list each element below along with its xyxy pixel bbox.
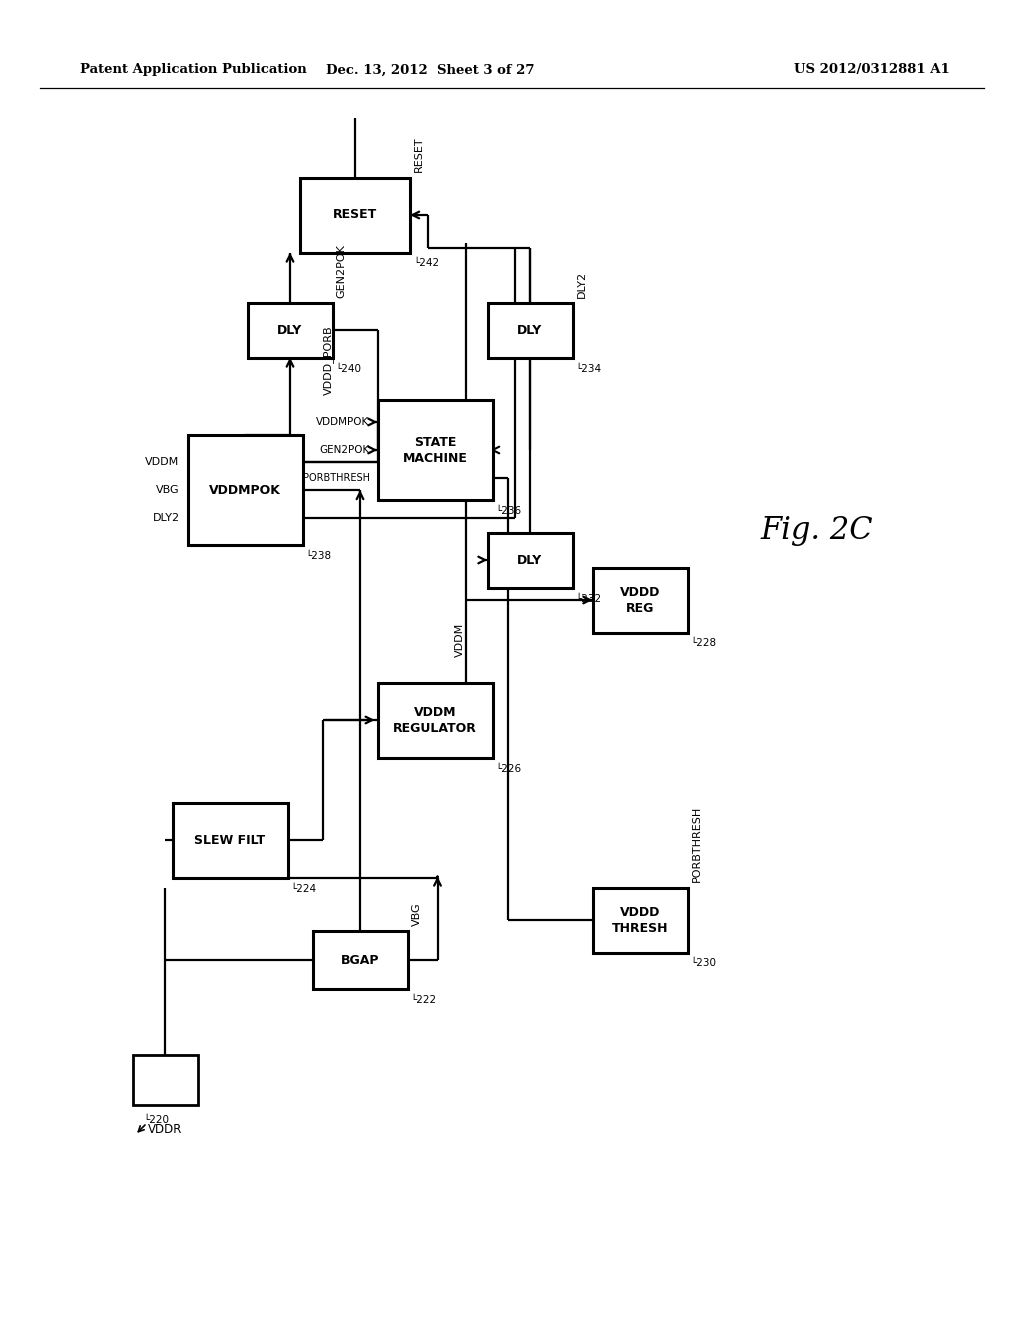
Bar <box>187 436 302 545</box>
Text: └220: └220 <box>143 1115 169 1125</box>
Text: GEN2POK: GEN2POK <box>319 445 370 455</box>
Bar <box>378 400 493 500</box>
Bar <box>487 532 572 587</box>
Text: DLY2: DLY2 <box>153 513 179 523</box>
Text: STATE
MACHINE: STATE MACHINE <box>402 436 467 465</box>
Text: └230: └230 <box>690 958 717 969</box>
Text: └226: └226 <box>496 763 521 774</box>
Text: US 2012/0312881 A1: US 2012/0312881 A1 <box>795 63 950 77</box>
Text: PORBTHRESH: PORBTHRESH <box>302 473 370 483</box>
Text: VDDM: VDDM <box>145 457 179 467</box>
Text: RESET: RESET <box>333 209 377 222</box>
Bar <box>487 302 572 358</box>
Text: Dec. 13, 2012  Sheet 3 of 27: Dec. 13, 2012 Sheet 3 of 27 <box>326 63 535 77</box>
Text: └234: └234 <box>575 363 602 374</box>
Bar <box>312 931 408 989</box>
Bar <box>172 803 288 878</box>
Text: VBG: VBG <box>156 484 179 495</box>
Text: VDDMPOK: VDDMPOK <box>316 417 370 426</box>
Text: └238: └238 <box>305 550 332 561</box>
Text: └222: └222 <box>411 995 436 1005</box>
Text: VDDD_PORB: VDDD_PORB <box>323 325 334 395</box>
Text: └240: └240 <box>336 363 361 374</box>
Text: PORBTHRESH: PORBTHRESH <box>691 807 701 883</box>
Text: GEN2POK: GEN2POK <box>337 244 346 297</box>
Bar <box>248 302 333 358</box>
Bar <box>132 1055 198 1105</box>
Bar <box>593 568 687 632</box>
Text: BGAP: BGAP <box>341 953 379 966</box>
Text: DLY: DLY <box>278 323 303 337</box>
Bar <box>593 887 687 953</box>
Text: VDDM: VDDM <box>455 623 465 657</box>
Text: RESET: RESET <box>414 137 424 173</box>
Text: VDDD
THRESH: VDDD THRESH <box>611 906 669 935</box>
Text: └242: └242 <box>413 259 439 268</box>
Text: └232: └232 <box>575 594 602 603</box>
Text: VBG: VBG <box>412 903 422 927</box>
Bar <box>300 177 410 252</box>
Text: DLY2: DLY2 <box>577 271 587 297</box>
Text: DLY: DLY <box>517 553 543 566</box>
Text: SLEW FILT: SLEW FILT <box>195 833 265 846</box>
Text: DLY: DLY <box>517 323 543 337</box>
Text: └228: └228 <box>690 639 717 648</box>
Text: VDDMPOK: VDDMPOK <box>209 483 281 496</box>
Text: VDDM
REGULATOR: VDDM REGULATOR <box>393 705 477 734</box>
Bar <box>378 682 493 758</box>
Text: VDDR: VDDR <box>147 1123 182 1137</box>
Text: VDDD
REG: VDDD REG <box>620 586 660 615</box>
Text: Fig. 2C: Fig. 2C <box>760 515 872 545</box>
Text: └236: └236 <box>496 506 521 516</box>
Text: Patent Application Publication: Patent Application Publication <box>80 63 307 77</box>
Text: └224: └224 <box>291 883 316 894</box>
